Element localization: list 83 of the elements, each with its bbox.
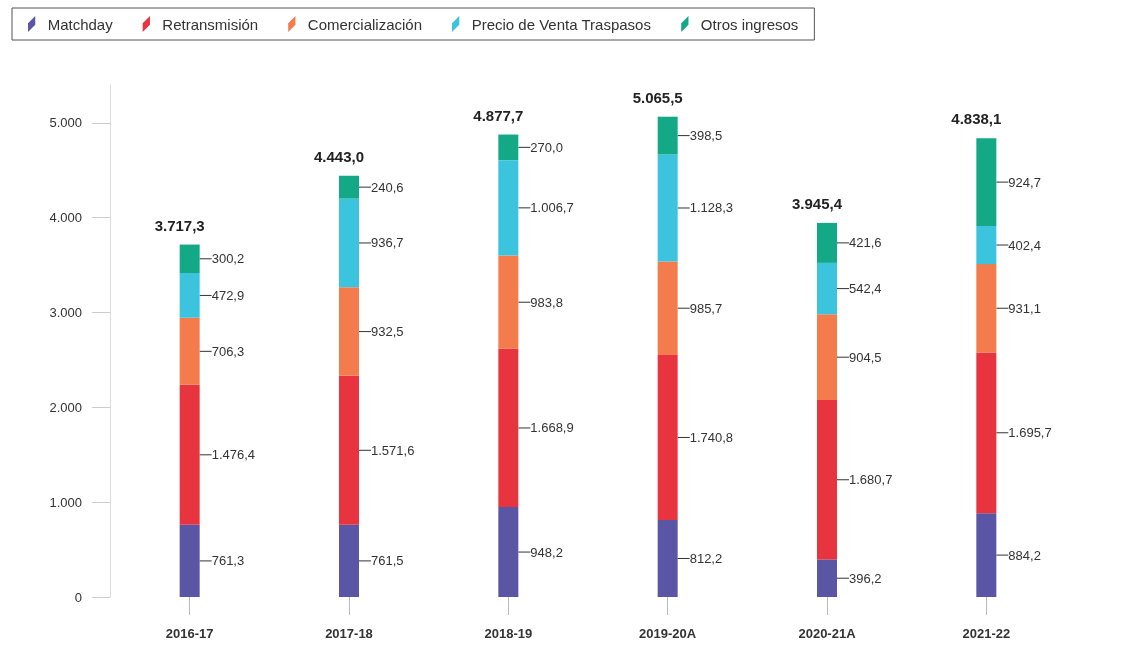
data-label: 761,3 [211, 553, 245, 569]
data-label: 924,7 [1008, 174, 1041, 190]
data-label: 1.740,8 [689, 429, 734, 445]
bar [657, 261, 678, 355]
data-label: 884,2 [1008, 547, 1041, 563]
bar [179, 317, 200, 385]
total-label: 5.065,5 [632, 88, 683, 106]
bar [657, 354, 678, 520]
legend-label: Retransmisión [162, 15, 259, 33]
y-tick-label: 0 [74, 589, 82, 605]
bar [817, 314, 837, 401]
total-label: 4.838,1 [951, 110, 1002, 128]
bar [498, 507, 519, 597]
bar [817, 262, 837, 315]
x-tick-label: 2021-22 [962, 626, 1011, 641]
bar [339, 198, 359, 288]
bar [976, 138, 997, 226]
bar [657, 116, 678, 155]
bar [179, 524, 200, 597]
data-label: 542,4 [849, 281, 882, 297]
data-label: 402,4 [1008, 237, 1041, 253]
data-label: 932,5 [371, 324, 404, 340]
data-label: 931,1 [1008, 300, 1041, 316]
bar [976, 352, 997, 514]
data-label: 1.006,7 [530, 200, 574, 216]
y-tick-label: 4.000 [49, 210, 82, 226]
bar [339, 524, 359, 597]
x-tick-label: 2019-20A [639, 626, 697, 641]
bar [976, 513, 997, 597]
total-label: 4.877,7 [473, 106, 524, 124]
data-label: 1.128,3 [689, 200, 734, 216]
bar [817, 400, 837, 560]
bar [339, 175, 359, 199]
x-tick-label: 2018-19 [484, 626, 533, 641]
bar [339, 287, 359, 376]
data-label: 904,5 [849, 349, 882, 365]
data-label: 983,8 [530, 294, 563, 310]
bar [657, 154, 678, 262]
data-label: 240,6 [371, 179, 404, 195]
x-tick-label: 2016-17 [165, 626, 214, 641]
data-label: 1.476,4 [211, 447, 256, 463]
bar [817, 559, 837, 597]
legend-label: Comercialización [307, 15, 423, 33]
bar [179, 273, 200, 318]
y-tick-label: 3.000 [49, 305, 82, 321]
legend-label: Precio de Venta Traspasos [471, 15, 651, 33]
data-label: 270,0 [530, 139, 563, 155]
x-tick-label: 2017-18 [325, 626, 373, 641]
data-label: 1.668,9 [530, 420, 574, 436]
data-label: 421,6 [849, 235, 882, 251]
data-label: 1.680,7 [849, 472, 893, 488]
data-label: 706,3 [211, 343, 245, 359]
data-label: 761,5 [371, 553, 404, 569]
y-tick-label: 1.000 [49, 494, 82, 510]
bar [817, 222, 837, 263]
total-label: 3.717,3 [154, 216, 205, 234]
data-label: 1.571,6 [371, 442, 415, 458]
bar [339, 375, 359, 525]
data-label: 985,7 [689, 300, 723, 316]
legend-label: Otros ingresos [700, 15, 799, 33]
legend-label: Matchday [47, 15, 114, 33]
y-tick-label: 5.000 [49, 115, 82, 131]
bar [179, 244, 200, 274]
total-label: 3.945,4 [791, 194, 843, 212]
data-label: 472,9 [211, 287, 245, 303]
bar [976, 264, 997, 353]
data-label: 396,2 [849, 570, 882, 586]
bar [657, 519, 678, 597]
total-label: 4.443,0 [313, 147, 365, 165]
data-label: 948,2 [530, 544, 563, 560]
data-label: 300,2 [211, 251, 245, 267]
x-tick-label: 2020-21A [798, 626, 857, 641]
y-tick-label: 2.000 [49, 399, 82, 415]
data-label: 1.695,7 [1008, 425, 1052, 441]
data-label: 398,5 [689, 128, 723, 144]
bar [498, 255, 519, 349]
data-label: 936,7 [371, 235, 404, 251]
bar [179, 384, 200, 525]
bar [976, 225, 997, 265]
data-label: 812,2 [689, 551, 723, 566]
bar [498, 160, 519, 256]
bar [498, 134, 519, 161]
bar [498, 348, 519, 508]
